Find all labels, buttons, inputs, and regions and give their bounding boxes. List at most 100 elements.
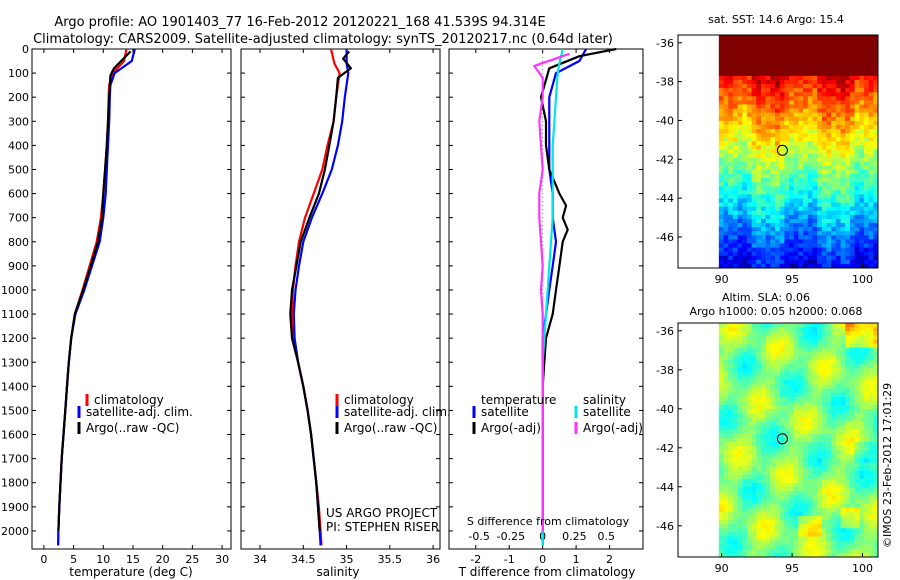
sst-map-cell <box>760 116 767 122</box>
salinity-xtick-label: 34 <box>253 553 267 566</box>
sst-map-cell <box>845 75 851 81</box>
sst-map-cell <box>746 169 753 175</box>
sst-map-cell <box>746 55 753 60</box>
sla-map-cell <box>737 458 743 463</box>
sla-map-cell <box>732 458 738 463</box>
sla-map-cell <box>760 528 767 533</box>
sst-map-cell <box>723 67 729 73</box>
sla-map-cell <box>723 372 729 377</box>
sst-map-cell <box>728 55 734 60</box>
sst-map-cell <box>789 120 795 126</box>
sla-map-cell <box>756 339 762 344</box>
sla-map-cell <box>751 540 757 546</box>
sla-map-cell <box>798 413 804 418</box>
sla-map-cell <box>784 392 790 398</box>
sla-map-cell <box>751 466 757 472</box>
sst-map-cell <box>737 247 743 253</box>
sst-map-cell <box>746 120 753 126</box>
sst-map-cell <box>770 104 776 109</box>
sst-map-cell <box>831 39 837 44</box>
sla-map-cell <box>737 413 743 418</box>
sst-map-cell <box>835 59 841 65</box>
sst-map-cell <box>760 227 767 232</box>
sla-map-cell <box>737 409 743 414</box>
sla-map-cell <box>854 536 860 541</box>
sst-map-cell <box>840 133 846 138</box>
sla-map-cell <box>765 327 771 332</box>
sla-map-cell <box>845 466 851 472</box>
sst-map-cell <box>737 157 743 163</box>
sla-map-cell <box>742 343 748 349</box>
sst-map-cell <box>770 247 776 253</box>
sst-map-cell <box>845 186 851 191</box>
sla-map-cell <box>728 327 734 332</box>
sla-map-cell <box>873 466 879 472</box>
sst-map-cell <box>812 157 818 163</box>
sst-map-cell <box>849 120 855 126</box>
sla-map-cell <box>746 483 753 488</box>
sla-map-cell <box>868 421 874 427</box>
sla-map-cell <box>760 347 767 353</box>
sst-map-cell <box>732 35 738 40</box>
sst-map-cell <box>854 112 860 118</box>
sla-map-cell <box>718 401 724 406</box>
sla-map-cell <box>854 384 860 390</box>
sst-map-cell <box>845 104 851 109</box>
sla-map-cell <box>765 507 771 513</box>
sla-map-cell <box>859 384 865 390</box>
sla-map-cell <box>826 327 832 332</box>
sst-map-cell <box>784 96 790 101</box>
sla-map-cell <box>859 401 865 406</box>
sla-map-cell <box>840 384 846 390</box>
sst-map-cell <box>845 116 851 122</box>
sst-map-cell <box>718 157 724 163</box>
sla-map-cell <box>840 446 846 451</box>
sst-map-cell <box>854 231 860 236</box>
sst-map-cell <box>760 100 767 105</box>
sla-map-cell <box>835 409 841 414</box>
sla-map-cell <box>868 339 874 344</box>
sst-map-cell <box>821 182 827 187</box>
sst-map-cell <box>728 47 734 52</box>
sst-map-cell <box>873 137 879 142</box>
sst-map-cell <box>863 169 870 175</box>
sst-map-cell <box>821 71 827 77</box>
sst-map-cell <box>863 39 870 44</box>
sst-map-cell <box>751 214 757 220</box>
sla-map-cell <box>751 474 757 480</box>
sst-map-cell <box>751 116 757 122</box>
sst-map-cell <box>742 186 748 191</box>
sst-map-cell <box>854 247 860 253</box>
sst-map-cell <box>723 96 729 101</box>
sst-map-cell <box>751 223 757 228</box>
sst-map-cell <box>868 75 874 81</box>
sla-map-cell <box>826 331 832 336</box>
sla-map-cell <box>775 323 781 328</box>
sst-map-cell <box>831 182 837 187</box>
sst-map-cell <box>723 173 729 179</box>
sla-map-cell <box>803 413 809 418</box>
sla-map-cell <box>849 327 855 332</box>
sla-map-cell <box>784 429 790 435</box>
sla-map-cell <box>751 515 757 521</box>
sla-map-cell <box>859 479 865 484</box>
sst-map-cell <box>793 255 799 261</box>
sst-map-cell <box>868 79 874 85</box>
sla-map-cell <box>718 343 724 349</box>
sst-map-cell <box>817 55 823 60</box>
sst-map-cell <box>779 218 785 224</box>
sla-map-cell <box>789 380 795 385</box>
sla-map-cell <box>821 540 827 546</box>
sst-map-cell <box>742 153 748 159</box>
sst-map-cell <box>826 251 832 257</box>
sst-map-cell <box>784 243 790 248</box>
sst-map-cell <box>742 63 748 69</box>
sst-map-cell <box>784 51 790 56</box>
sla-map-cell <box>784 351 790 357</box>
sst-map-cell <box>821 79 827 85</box>
sst-map-cell <box>737 67 743 73</box>
sst-map-cell <box>849 59 855 65</box>
sla-map-cell <box>789 483 795 488</box>
sst-map-cell <box>859 178 865 183</box>
sla-map-cell <box>789 347 795 353</box>
